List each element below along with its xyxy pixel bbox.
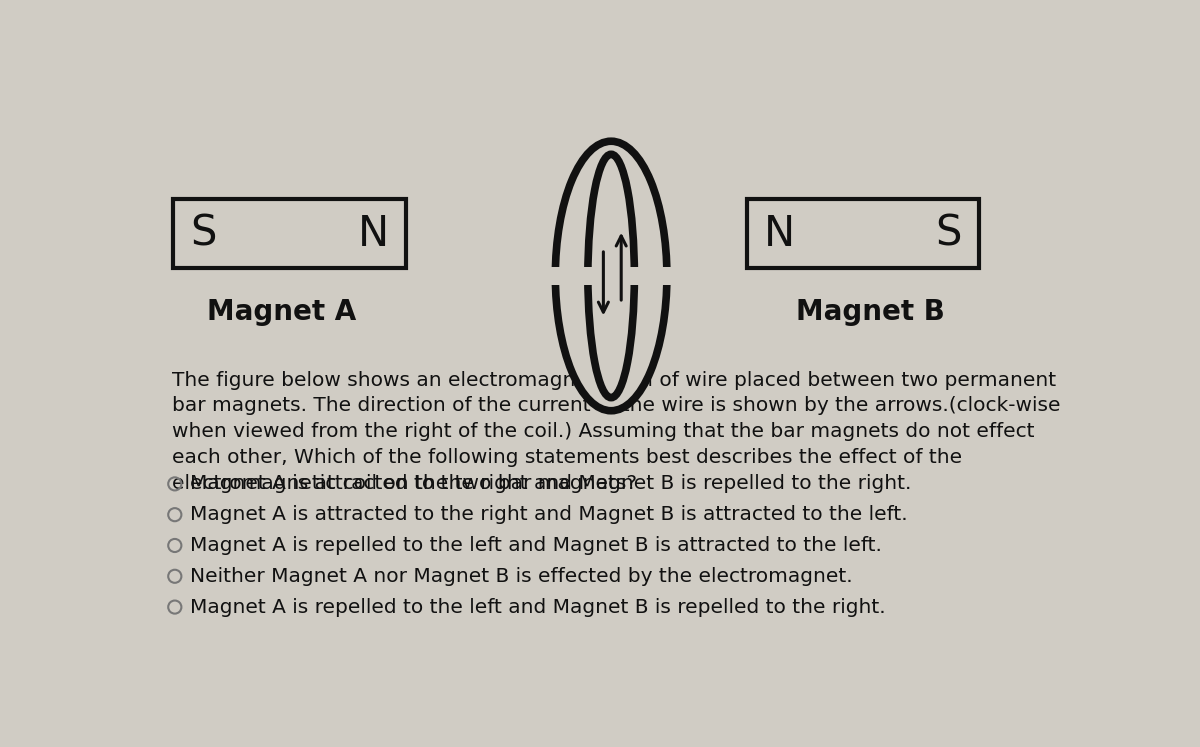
- Text: Magnet A is attracted to the right and Magnet B is attracted to the left.: Magnet A is attracted to the right and M…: [191, 505, 908, 524]
- Text: The figure below shows an electromagnetic coil of wire placed between two perman: The figure below shows an electromagneti…: [172, 371, 1061, 493]
- Text: N: N: [358, 213, 389, 255]
- Text: Magnet A: Magnet A: [208, 297, 356, 326]
- Ellipse shape: [556, 141, 667, 411]
- Text: N: N: [763, 213, 794, 255]
- Text: Magnet A is repelled to the left and Magnet B is repelled to the right.: Magnet A is repelled to the left and Mag…: [191, 598, 886, 616]
- Text: Magnet A is attracted to the right and Magnet B is repelled to the right.: Magnet A is attracted to the right and M…: [191, 474, 912, 493]
- Ellipse shape: [588, 155, 635, 397]
- Text: S: S: [936, 213, 962, 255]
- Text: Neither Magnet A nor Magnet B is effected by the electromagnet.: Neither Magnet A nor Magnet B is effecte…: [191, 567, 853, 586]
- Bar: [173, 199, 406, 268]
- Text: Magnet A is repelled to the left and Magnet B is attracted to the left.: Magnet A is repelled to the left and Mag…: [191, 536, 882, 555]
- Bar: [746, 199, 979, 268]
- Text: S: S: [191, 213, 217, 255]
- Bar: [552, 267, 671, 285]
- Text: Magnet B: Magnet B: [797, 297, 946, 326]
